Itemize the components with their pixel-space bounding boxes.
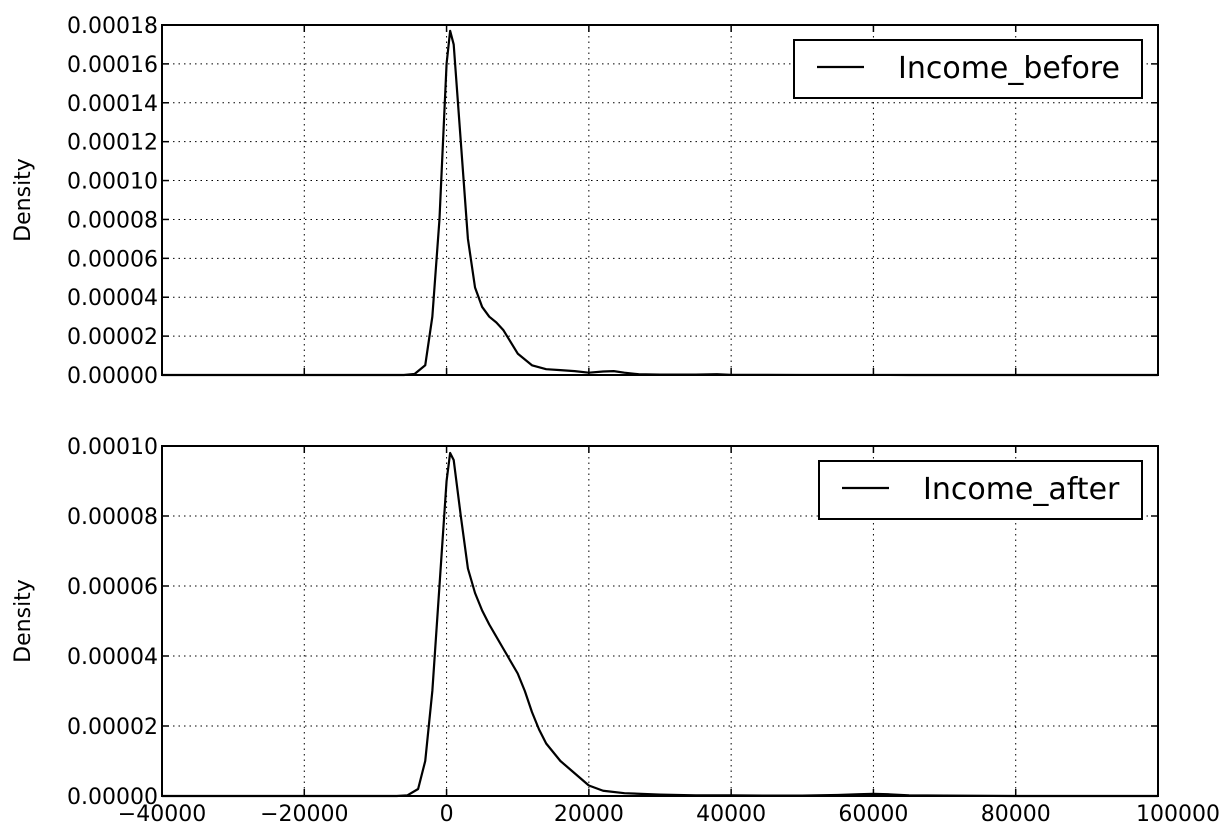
x-tick-label: 80000 xyxy=(981,802,1051,827)
y-tick-label: 0.00004 xyxy=(67,286,158,311)
y-tick-label: 0.00002 xyxy=(67,325,158,350)
x-tick-label: 40000 xyxy=(696,802,766,827)
x-tick-label: 100000 xyxy=(1136,802,1220,827)
y-tick-label: 0.00000 xyxy=(67,785,158,810)
legend-label: Income_before xyxy=(898,51,1120,86)
y-tick-label: 0.00000 xyxy=(67,364,158,389)
chart-panel-2: −40000 −20000 0 20000 40000 60000 80000 100000 0… xyxy=(11,435,1220,827)
legend: Income_after xyxy=(818,460,1143,520)
plot-frame xyxy=(161,24,1159,376)
y-tick-label: 0.00010 xyxy=(67,170,158,195)
legend: Income_before xyxy=(793,39,1143,99)
legend-label: Income_after xyxy=(923,472,1120,507)
x-tick-label: 0 xyxy=(440,802,454,827)
y-tick-label: 0.00006 xyxy=(67,575,158,600)
y-tick-label: 0.00008 xyxy=(67,208,158,233)
y-tick-label: 0.00012 xyxy=(67,131,158,156)
x-tick-label: 20000 xyxy=(554,802,624,827)
legend-box xyxy=(818,460,1143,520)
y-tick-label: 0.00004 xyxy=(67,645,158,670)
x-tick-label: 60000 xyxy=(838,802,908,827)
y-tick-label: 0.00010 xyxy=(67,435,158,460)
y-axis-title: Density xyxy=(11,579,36,663)
y-tick-label: 0.00018 xyxy=(67,14,158,39)
chart-panel-1: 0.00000 0.00002 0.00004 0.00006 0.00008 0.000… xyxy=(11,14,1159,389)
y-tick-label: 0.00002 xyxy=(67,715,158,740)
density-curve-Income_after xyxy=(162,451,1158,798)
y-tick-label: 0.00008 xyxy=(67,505,158,530)
plot-frame xyxy=(161,445,1159,797)
y-tick-label: 0.00014 xyxy=(67,92,158,117)
y-axis-title: Density xyxy=(11,158,36,242)
y-tick-label: 0.00006 xyxy=(67,247,158,272)
legend-box xyxy=(793,39,1143,99)
x-tick-label: −20000 xyxy=(260,802,348,827)
y-tick-label: 0.00016 xyxy=(67,53,158,78)
x-tick-label: −40000 xyxy=(118,802,206,827)
